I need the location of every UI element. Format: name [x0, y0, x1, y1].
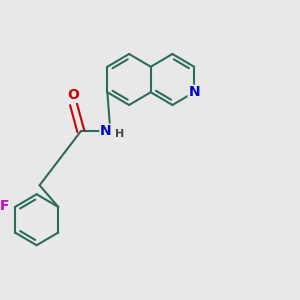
- Text: F: F: [0, 199, 9, 212]
- Text: N: N: [188, 85, 200, 99]
- Text: O: O: [68, 88, 80, 102]
- Text: H: H: [115, 129, 124, 139]
- Text: N: N: [100, 124, 112, 138]
